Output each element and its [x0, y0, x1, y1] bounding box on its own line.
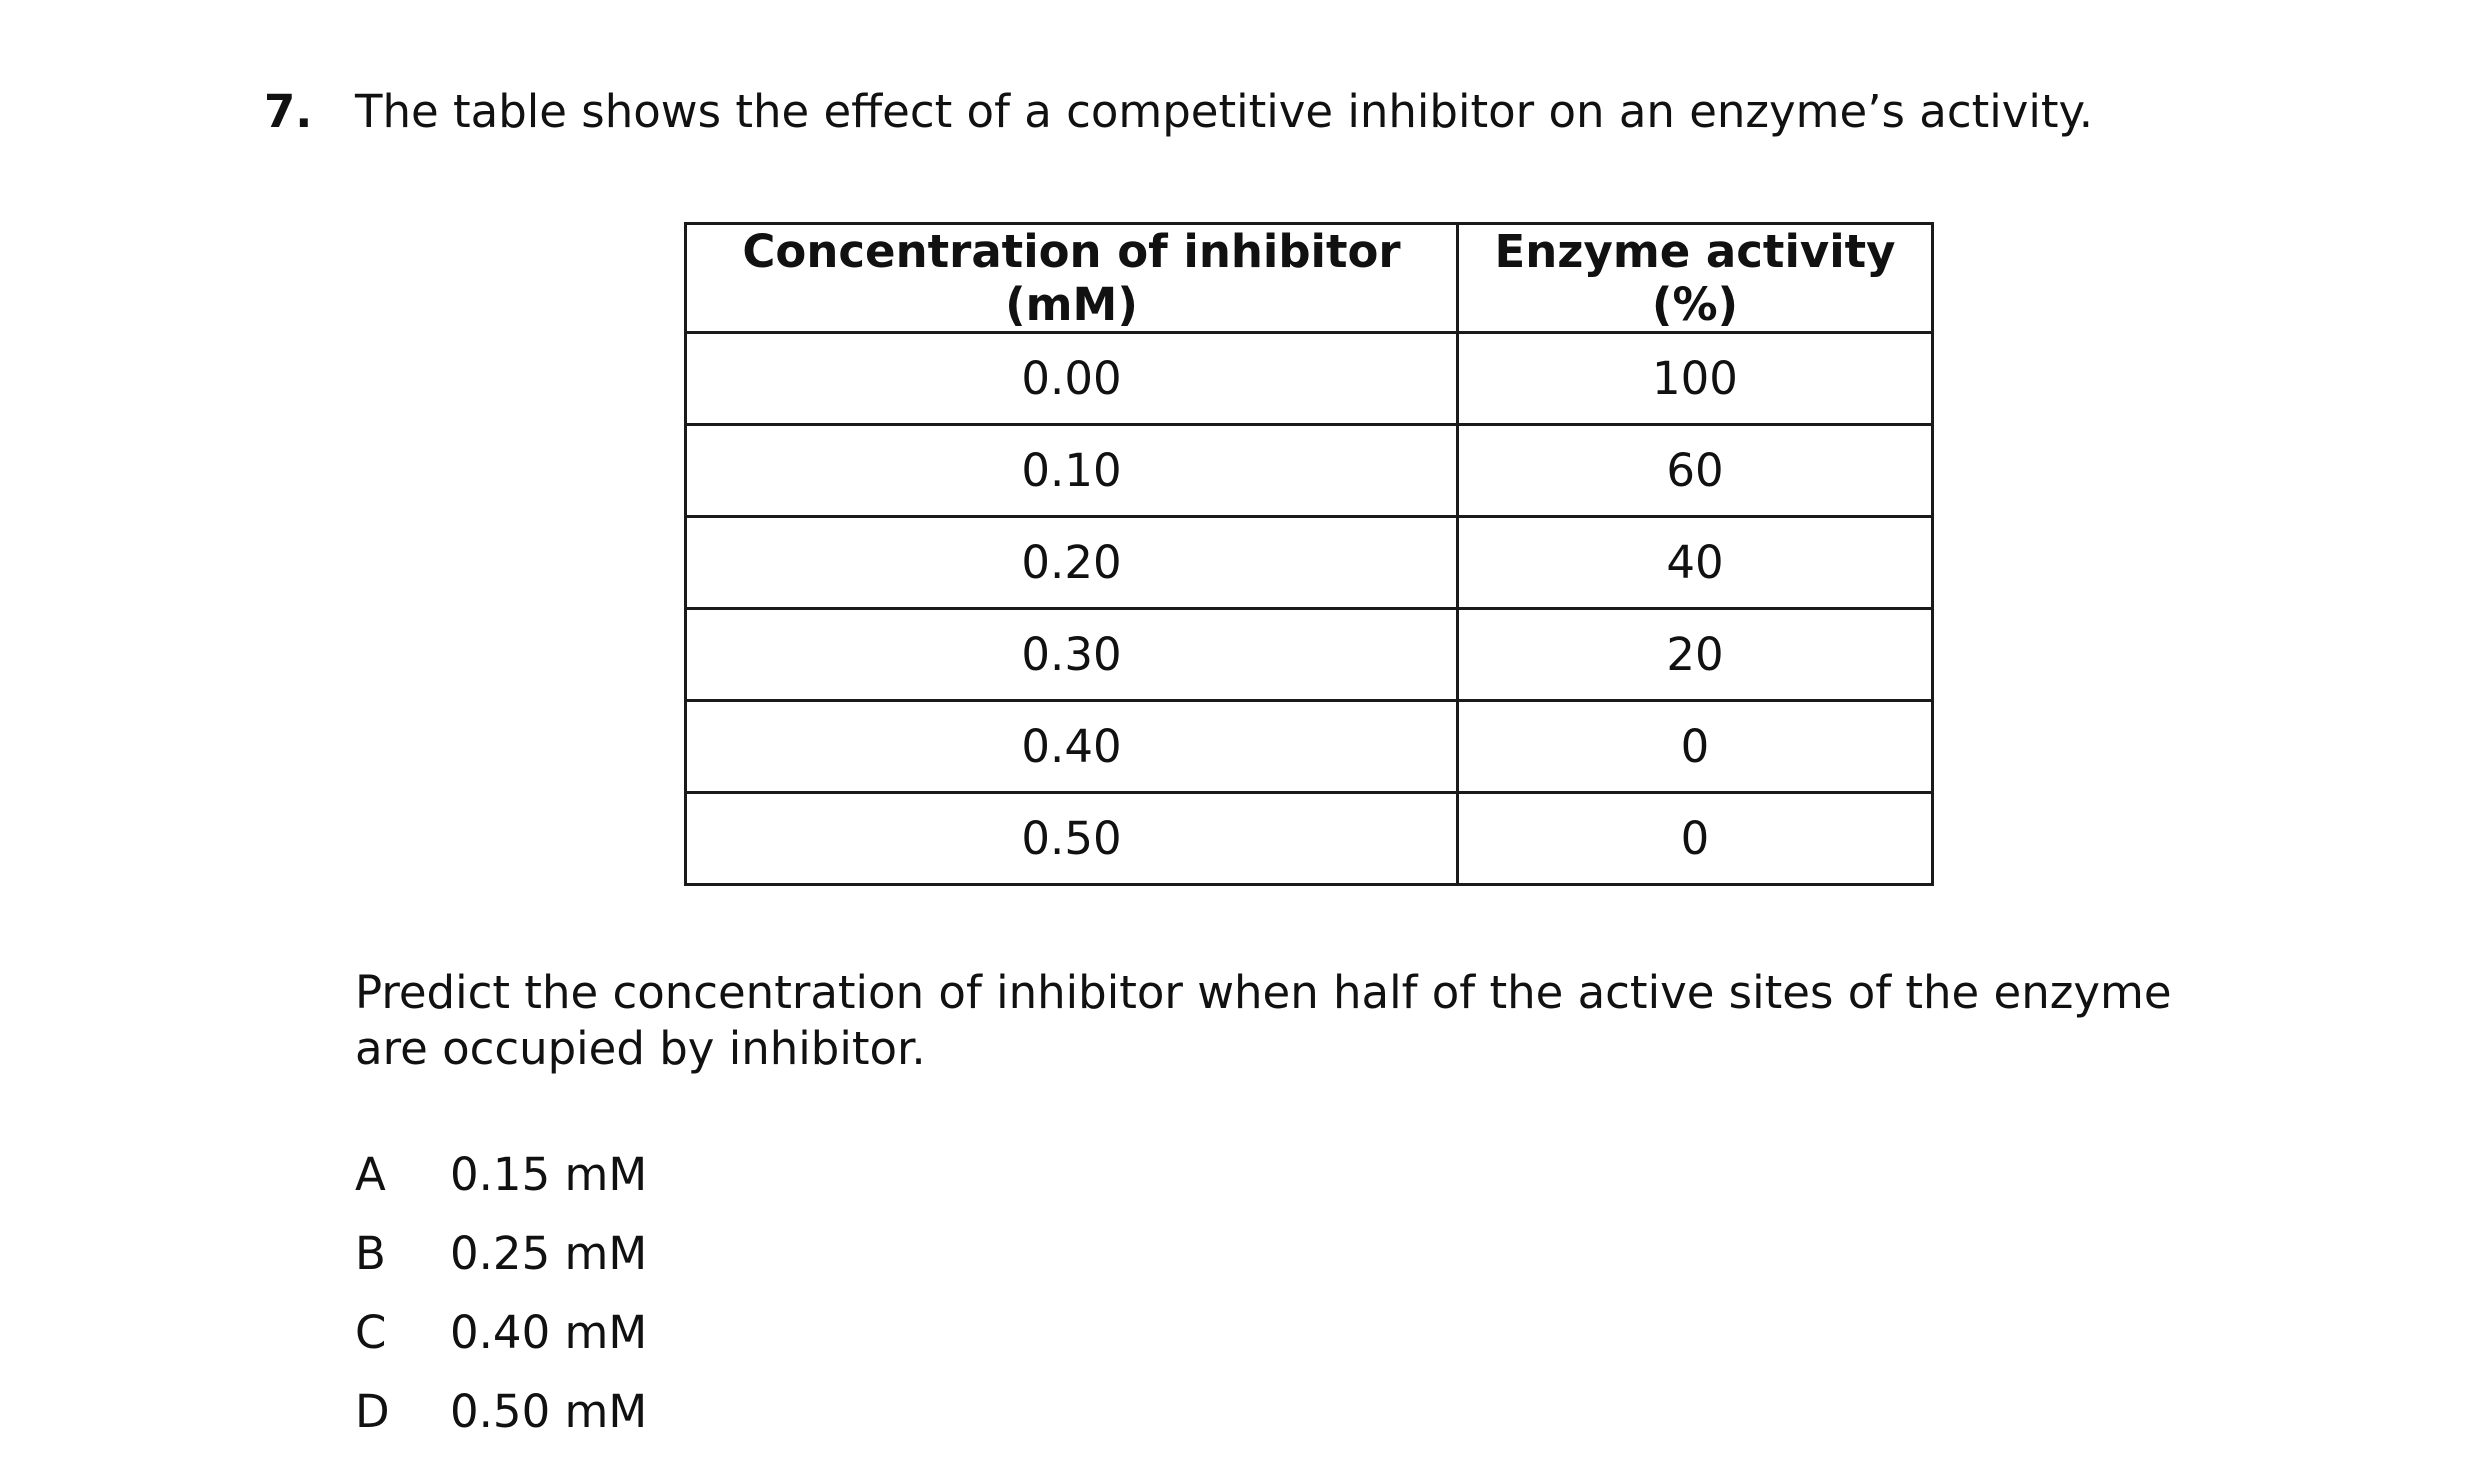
option-text: 0.25 mM	[450, 1227, 648, 1280]
table-row: 0.50 0	[684, 791, 1934, 886]
header-enzyme-activity: Enzyme activity (%)	[1456, 222, 1934, 334]
concentration-cell: 0.50	[684, 791, 1459, 886]
option-letter: D	[355, 1385, 390, 1438]
inhibitor-data-table: Concentration of inhibitor (mM) Enzyme a…	[684, 222, 1934, 886]
activity-cell: 20	[1456, 607, 1934, 702]
option-d[interactable]: D 0.50 mM	[355, 1372, 647, 1451]
answer-options: A 0.15 mM B 0.25 mM C 0.40 mM D 0.50 mM	[355, 1135, 647, 1451]
option-b[interactable]: B 0.25 mM	[355, 1214, 647, 1293]
option-text: 0.40 mM	[450, 1306, 648, 1359]
concentration-cell: 0.00	[684, 331, 1459, 426]
activity-cell: 40	[1456, 515, 1934, 610]
table-row: 0.10 60	[684, 423, 1934, 518]
activity-cell: 100	[1456, 331, 1934, 426]
question-prompt: Predict the concentration of inhibitor w…	[355, 966, 2172, 1075]
header-concentration: Concentration of inhibitor (mM)	[684, 222, 1459, 334]
question-number: 7.	[264, 85, 313, 138]
table-row: 0.30 20	[684, 607, 1934, 702]
option-text: 0.50 mM	[450, 1385, 648, 1438]
activity-cell: 0	[1456, 791, 1934, 886]
concentration-cell: 0.40	[684, 699, 1459, 794]
option-c[interactable]: C 0.40 mM	[355, 1293, 647, 1372]
concentration-cell: 0.30	[684, 607, 1459, 702]
question-stem: The table shows the effect of a competit…	[355, 85, 2094, 138]
activity-cell: 0	[1456, 699, 1934, 794]
option-letter: C	[355, 1306, 387, 1359]
option-a[interactable]: A 0.15 mM	[355, 1135, 647, 1214]
option-letter: A	[355, 1148, 386, 1201]
option-text: 0.15 mM	[450, 1148, 648, 1201]
activity-cell: 60	[1456, 423, 1934, 518]
table-header-row: Concentration of inhibitor (mM) Enzyme a…	[684, 222, 1934, 334]
option-letter: B	[355, 1227, 386, 1280]
table-row: 0.00 100	[684, 331, 1934, 426]
table-row: 0.40 0	[684, 699, 1934, 794]
concentration-cell: 0.10	[684, 423, 1459, 518]
concentration-cell: 0.20	[684, 515, 1459, 610]
table-row: 0.20 40	[684, 515, 1934, 610]
